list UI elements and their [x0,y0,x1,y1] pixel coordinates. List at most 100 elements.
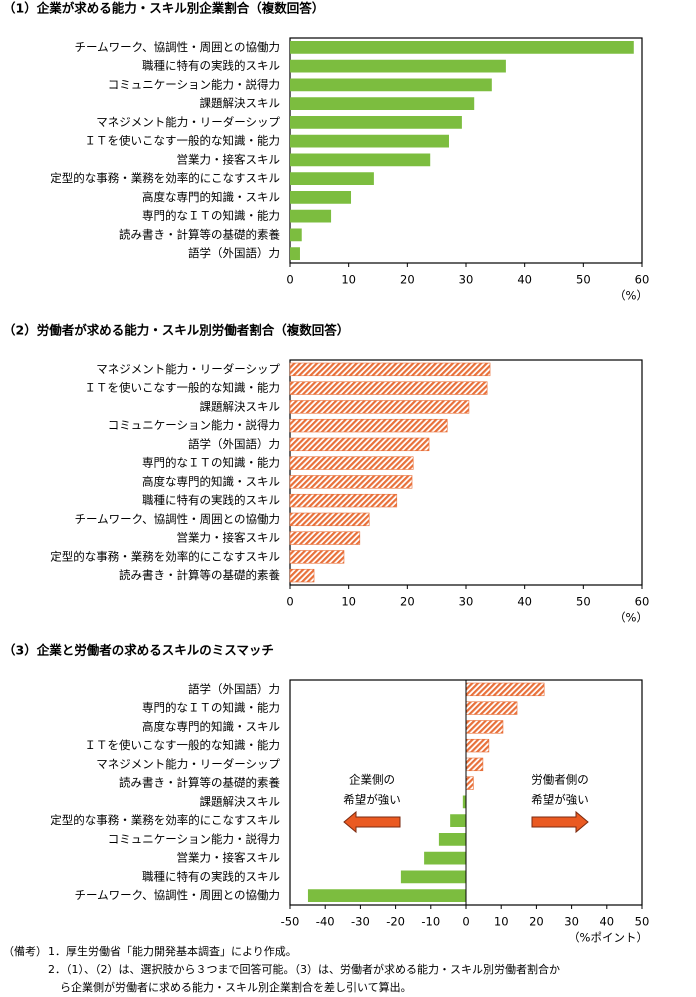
bar [290,153,431,167]
x-axis-label: （%） [614,611,648,625]
bar [289,475,413,489]
y-tick-label: 高度な専門的知識・スキル [142,190,280,204]
x-tick-label: 30 [459,273,474,287]
note: ら企業側が労働者に求める能力・スキル別企業割合を差し引いて算出。 [60,980,412,994]
chart-title: （3）企業と労働者の求めるスキルのミスマッチ [3,643,274,658]
x-tick-label: 30 [459,595,474,609]
x-axis-label: （%） [614,289,648,303]
annotation: 企業側の [349,773,395,787]
bar [465,757,484,772]
y-tick-label: ＩＴを使いこなす一般的な知識・能力 [85,738,281,752]
y-tick-label: 読み書き・計算等の基礎的素養 [119,227,280,241]
bar [290,191,352,204]
x-tick-label: 20 [400,595,415,609]
y-tick-label: マネジメント能力・リーダーシップ [96,362,280,376]
bar [289,437,430,452]
x-tick-label: 60 [635,595,650,609]
x-tick-label: 50 [635,915,650,929]
y-tick-label: 営業力・接客スキル [177,531,281,545]
bar [290,134,449,148]
x-tick-label: 40 [599,915,614,929]
y-tick-label: 読み書き・計算等の基礎的素養 [119,776,280,790]
arrow [343,810,401,834]
bar [438,833,466,846]
y-tick-label: コミュニケーション能力・説得力 [108,832,280,846]
y-tick-label: 語学（外国語）力 [188,437,280,451]
y-tick-label: 語学（外国語）力 [188,682,280,696]
bar [289,550,345,564]
y-tick-label: ＩＴを使いこなす一般的な知識・能力 [85,134,281,148]
y-tick-label: 定型的な事務・業務を効率的にこなすスキル [50,171,280,185]
bar [290,78,492,92]
bar [290,247,300,260]
y-tick-label: 専門的なＩＴの知識・能力 [142,209,280,223]
y-tick-label: チームワーク、協調性・周囲との協働力 [74,512,280,526]
y-tick-label: 語学（外国語）力 [188,246,280,260]
x-tick-label: 40 [517,273,532,287]
bar [465,701,518,715]
x-tick-label: -10 [421,915,440,929]
bar [289,418,448,433]
plot-frame [289,359,643,586]
y-tick-label: マネジメント能力・リーダーシップ [96,757,280,771]
bar [465,682,545,697]
chart-title: （2）労働者が求める能力・スキル別労働者割合（複数回答） [3,323,349,338]
x-tick-label: -50 [281,915,300,929]
x-tick-label: 20 [400,273,415,287]
y-tick-label: 高度な専門的知識・スキル [142,474,280,488]
bar [290,59,506,73]
bar [290,97,475,110]
note: 2．（1）、（2）は、選択肢から３つまで回答可能。（3）は、労働者が求める能力・… [48,962,560,976]
x-axis-label: （%ポイント） [568,931,648,945]
bar [450,814,466,827]
x-tick-label: -40 [316,915,335,929]
bar [400,870,466,884]
y-tick-label: 課題解決スキル [200,794,281,808]
bar [307,889,466,902]
bar [290,209,332,223]
x-tick-label: 50 [576,595,591,609]
x-tick-label: 10 [494,915,509,929]
x-tick-label: 30 [564,915,579,929]
bar [289,400,470,414]
notes-heading: （備考） [3,945,47,958]
y-tick-label: 営業力・接客スキル [177,152,281,166]
y-tick-label: マネジメント能力・リーダーシップ [96,115,280,129]
y-tick-label: 専門的なＩＴの知識・能力 [142,701,280,715]
x-tick-label: 0 [286,595,293,609]
y-tick-label: コミュニケーション能力・説得力 [108,418,280,432]
arrow [531,810,589,834]
bar [465,738,490,753]
y-tick-label: 職種に特有の実践的スキル [142,493,280,507]
x-tick-label: -20 [386,915,405,929]
bar [289,512,370,527]
annotation: 希望が強い [343,793,401,807]
bar [290,116,462,129]
x-tick-label: 50 [576,273,591,287]
y-tick-label: コミュニケーション能力・説得力 [108,77,280,91]
bar [289,493,398,508]
bar [465,720,504,734]
bar [290,228,302,242]
bar [289,531,361,545]
annotation: 労働者側の [531,773,589,787]
annotation: 希望が強い [531,793,589,807]
y-tick-label: 課題解決スキル [200,399,281,413]
x-tick-label: 10 [341,595,356,609]
x-tick-label: 0 [462,915,469,929]
y-tick-label: 読み書き・計算等の基礎的素養 [119,568,280,582]
x-tick-label: 10 [341,273,356,287]
bar [290,41,634,54]
x-tick-label: 60 [635,273,650,287]
x-tick-label: 0 [286,273,293,287]
chart-title: （1）企業が求める能力・スキル別企業割合（複数回答） [3,1,324,16]
bar [462,795,466,809]
x-tick-label: 20 [529,915,544,929]
x-tick-label: 40 [517,595,532,609]
y-tick-label: ＩＴを使いこなす一般的な知識・能力 [85,381,281,395]
y-tick-label: 専門的なＩＴの知識・能力 [142,456,280,470]
y-tick-label: 高度な専門的知識・スキル [142,719,280,733]
y-tick-label: 営業力・接客スキル [177,851,281,865]
x-tick-label: -30 [351,915,370,929]
y-tick-label: 職種に特有の実践的スキル [142,869,280,883]
